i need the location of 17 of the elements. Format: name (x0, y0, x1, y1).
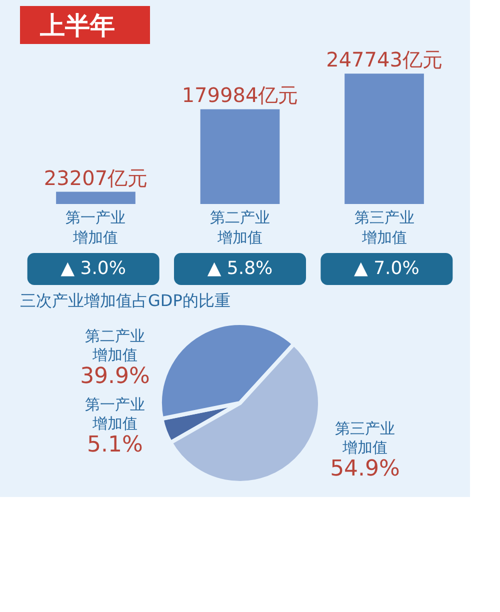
x-tick-label: 第三产业增加值 (354, 208, 414, 246)
slice-label: 第二产业增加值 (85, 327, 145, 364)
data-label: 5.1% (87, 432, 143, 458)
text: ▲ 5.8% (207, 258, 273, 279)
slice-label: 第三产业增加值 (335, 420, 395, 457)
chart-title: 三次产业增加值占GDP的比重 (20, 291, 230, 310)
x-tick-label: 第一产业增加值 (66, 208, 126, 246)
x-tick-label: 第二产业增加值 (210, 208, 270, 246)
data-label: 23207亿元 (44, 166, 148, 190)
data-label: 39.9% (80, 364, 150, 390)
text: ▲ 7.0% (354, 258, 420, 279)
chart-title: 上半年 (39, 11, 115, 40)
text: ▲ 3.0% (60, 258, 126, 279)
slice-label: 第一产业增加值 (85, 396, 145, 433)
data-label: 54.9% (330, 456, 400, 482)
data-label: 247743亿元 (326, 48, 442, 72)
data-label: 179984亿元 (182, 83, 298, 108)
